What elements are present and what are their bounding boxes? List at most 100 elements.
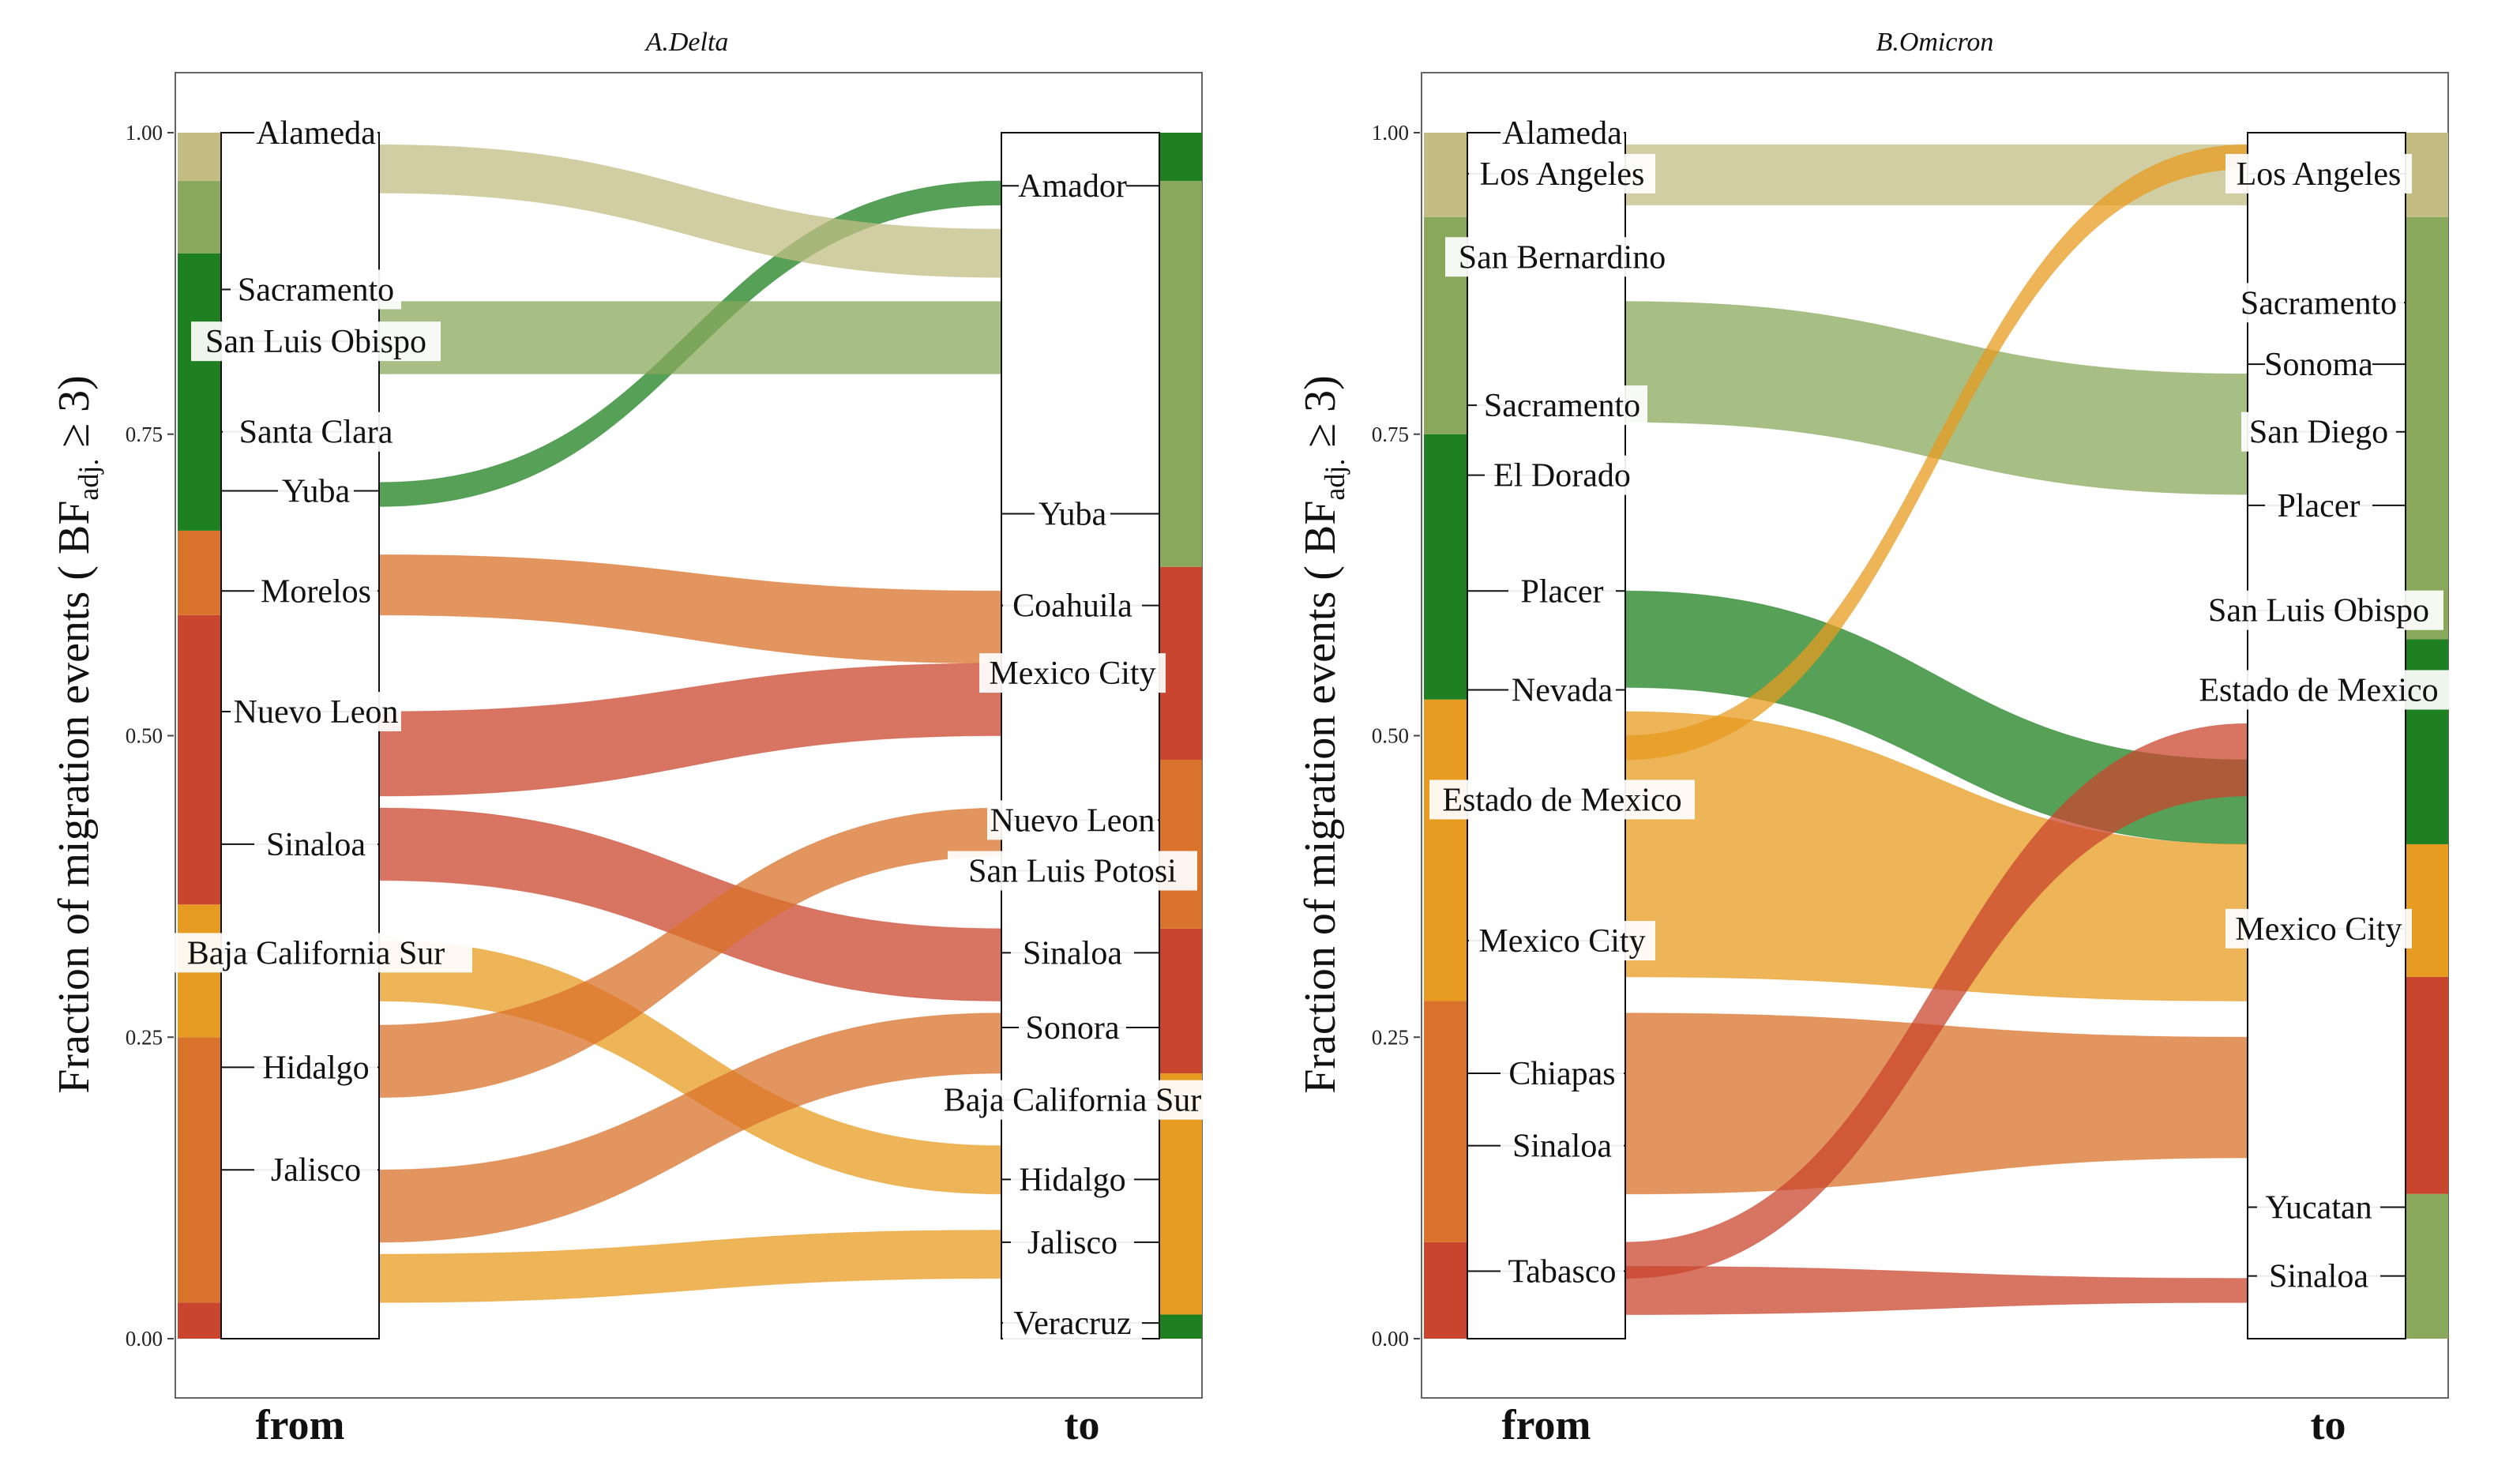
from-node-label: San Luis Obispo [205,324,426,360]
to-node-label: Hidalgo [1019,1162,1125,1198]
y-tick-label: 0.25 [126,1025,163,1049]
node-label-group-delta: Alameda Sacramento San Luis Obispo Santa Cl… [160,113,1229,1343]
flow-ribbon [1624,1265,2248,1315]
to-color-band [1159,133,1202,182]
to-color-band [2406,1193,2448,1339]
to-node-label: Mexico City [989,656,1155,692]
from-node-label-background [1508,571,1616,611]
from-node-label-background [254,571,377,611]
y-tick-label: 0.25 [1372,1025,1409,1049]
axis-name-from-omicron: from [1502,1401,1591,1448]
from-node-label-background [1429,780,1695,820]
from-color-band [178,614,221,905]
to-node-label: Jalisco [1027,1225,1117,1261]
y-tick-group-delta: 0.00 0.25 0.50 0.75 1.00 [126,121,174,1351]
from-node-label-background [223,411,409,452]
y-tick-label: 1.00 [1372,121,1409,145]
to-node-label-background [2186,670,2451,710]
flow-ribbon [378,554,1002,664]
y-axis-label-delta: Fraction of migration events ( BFadj. ≥ … [50,375,104,1094]
to-node-label: San Luis Obispo [2208,593,2429,629]
to-node-label: Baja California Sur [944,1083,1202,1119]
from-node-label-background [254,113,377,152]
from-color-band [178,253,221,531]
to-node-label-background [2241,411,2396,452]
from-node-label: Baja California Sur [187,935,445,971]
to-node-label: Veracruz [1013,1306,1131,1342]
to-node-label: Sonora [1026,1010,1120,1046]
to-node-label-background [1011,1159,1134,1200]
panel-title-delta: A.Delta [644,28,729,57]
to-node-label-background [2194,590,2443,630]
to-color-band [2406,639,2448,844]
from-color-band [1424,434,1467,700]
to-node-label: Los Angeles [2237,156,2402,193]
from-node-label: Sacramento [238,272,394,309]
stratum-box-group-omicron [1467,132,2406,1339]
to-node-label-background [2257,1187,2380,1227]
to-node-label-background [2257,1256,2380,1296]
from-color-band [178,530,221,615]
to-node-label: San Diego [2249,415,2388,451]
from-node-label-background [160,933,472,973]
axis-name-to-delta: to [1065,1401,1100,1448]
to-stratum-box [2247,132,2406,1339]
y-tick-label: 0.00 [126,1327,163,1351]
from-node-label: Hidalgo [262,1050,369,1086]
from-node-label-background [231,269,401,310]
stratum-band-group-omicron [1424,133,2448,1339]
from-node-label-background [1501,113,1624,152]
from-color-band [1424,133,1467,217]
from-node-label-background [254,1150,377,1190]
flow-ribbon [378,301,1002,374]
from-node-label-background [1469,921,1655,961]
from-node-label-background [1485,455,1640,495]
to-node-label-background [1035,494,1110,534]
axis-name-from-delta: from [256,1401,345,1448]
flow-group-delta [378,144,1002,1303]
from-node-label-background [1445,237,1679,277]
from-node-label-background [254,824,377,864]
to-node-label-background [1019,1008,1126,1048]
y-tick-label: 0.00 [1372,1327,1409,1351]
from-node-label: Estado de Mexico [1442,782,1681,818]
panel-title-omicron: B.Omicron [1876,28,1994,57]
flow-ribbon [1624,301,2248,495]
to-node-label: Placer [2278,488,2361,524]
to-node-label-background [1003,585,1142,626]
to-node-label-background [987,800,1158,840]
from-node-label-background [254,1047,377,1088]
from-color-band [178,1037,221,1303]
to-node-label-background [2225,153,2412,193]
from-node-label: Los Angeles [1480,156,1645,193]
y-tick-label: 0.75 [126,423,163,446]
to-color-band [1159,928,1202,1074]
to-node-label: San Luis Potosi [968,854,1177,890]
to-node-label: Mexico City [2235,911,2402,948]
from-node-label: Nevada [1512,672,1613,708]
y-tick-group-omicron: 0.00 0.25 0.50 0.75 1.00 [1372,121,1420,1351]
to-node-label-background [1019,166,1126,206]
flow-ribbon [378,1230,1002,1303]
to-node-label: Yuba [1039,497,1107,533]
from-node-label: Tabasco [1508,1253,1617,1290]
to-node-label: Amador [1018,168,1127,205]
from-node-label-background [191,321,441,362]
from-node-label-background [1501,1251,1624,1291]
from-node-label: San Bernardino [1459,239,1666,276]
to-node-label-background [979,653,1166,693]
axis-name-to-omicron: to [2311,1401,2346,1448]
to-node-label-background [2233,283,2404,323]
from-color-band [178,181,221,254]
to-color-band [2406,216,2448,640]
to-node-label: Sinaloa [1023,935,1122,971]
node-label-group-omicron: Alameda Los Angeles San Bernardino Sacramen… [1429,113,2451,1296]
to-color-band [1159,1314,1202,1339]
to-node-label: Nuevo Leon [990,802,1155,839]
from-node-label-background [1469,153,1655,193]
to-color-band [2406,976,2448,1194]
to-color-band [1159,181,1202,567]
from-node-label: Jalisco [271,1152,361,1189]
from-node-label-background [1501,1054,1624,1094]
